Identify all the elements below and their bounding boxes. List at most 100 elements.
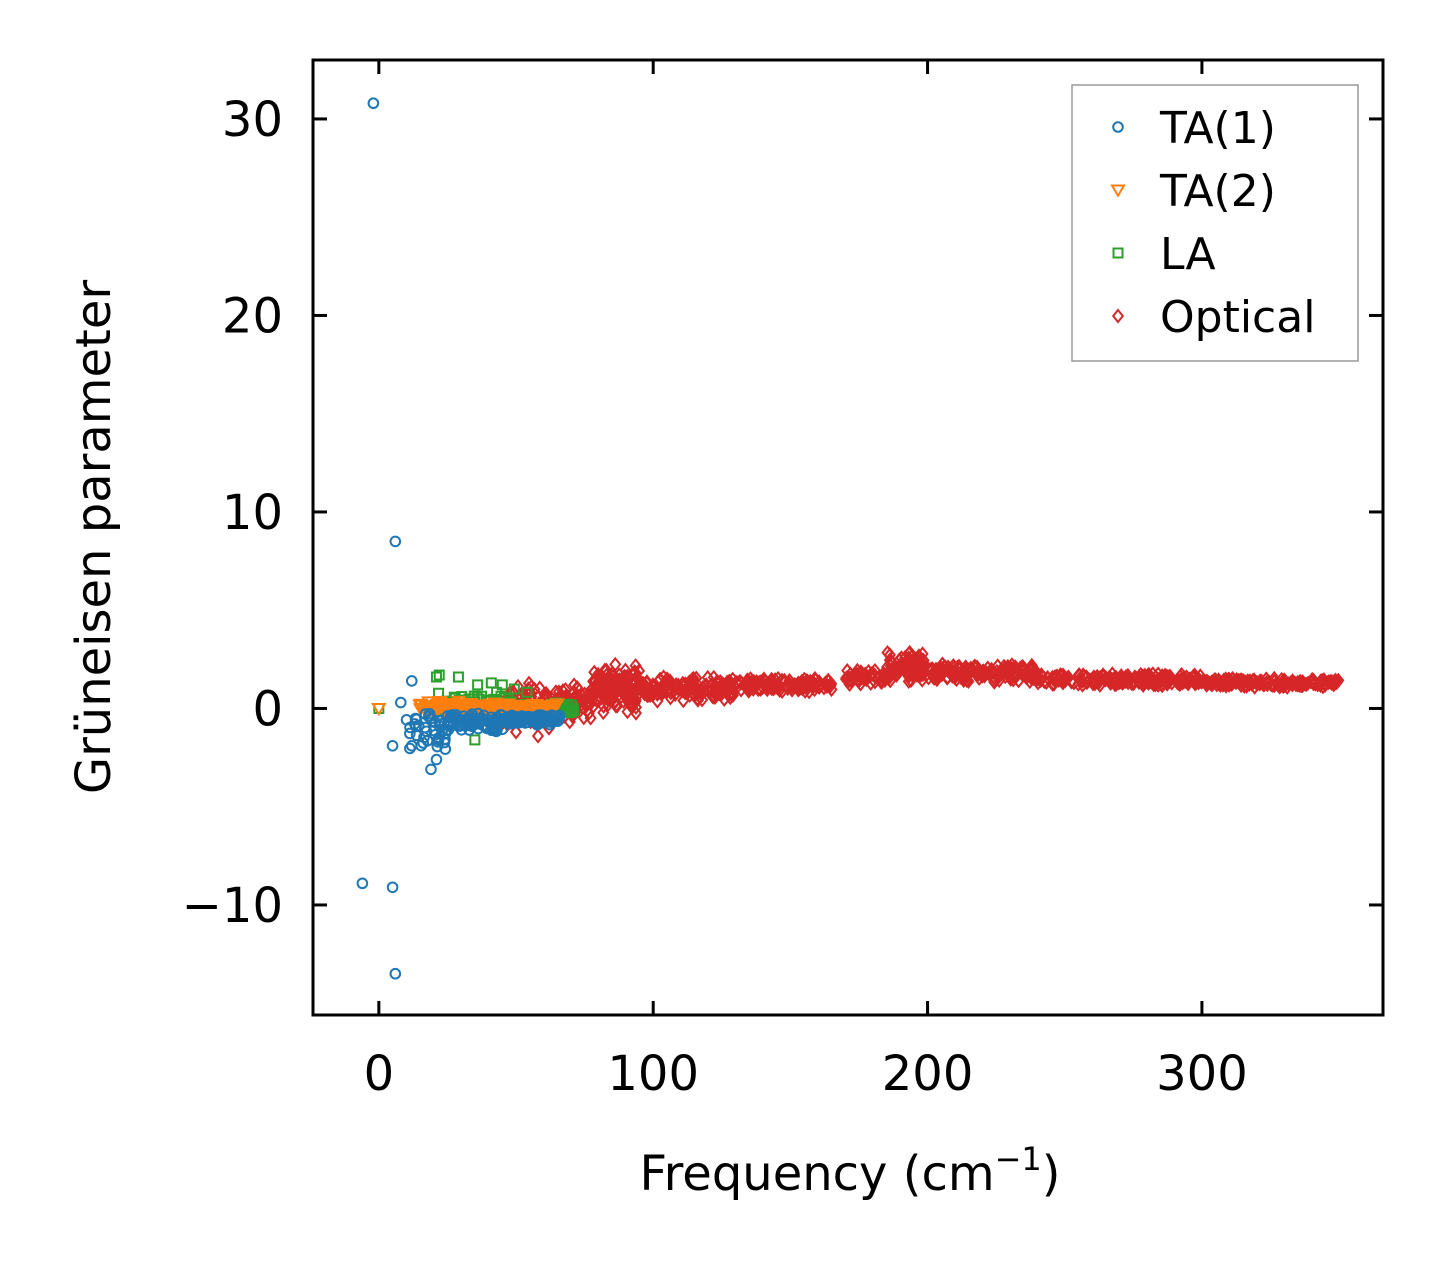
data-point xyxy=(598,678,611,694)
data-point xyxy=(973,670,986,686)
data-point xyxy=(1309,676,1322,692)
data-point xyxy=(950,671,963,688)
data-point xyxy=(617,669,630,685)
data-point xyxy=(386,881,399,894)
data-point xyxy=(421,734,434,747)
data-point xyxy=(433,669,445,681)
data-point xyxy=(437,699,454,713)
data-point xyxy=(597,704,610,721)
data-point xyxy=(1330,675,1343,691)
data-point xyxy=(1160,672,1174,688)
x-tick-label: 300 xyxy=(1156,1046,1248,1102)
data-point xyxy=(646,677,659,693)
data-point xyxy=(516,712,529,725)
data-point xyxy=(521,686,533,698)
data-point xyxy=(472,679,484,691)
data-point xyxy=(822,672,835,688)
data-point xyxy=(386,739,399,752)
data-point xyxy=(1057,667,1070,683)
data-point xyxy=(531,728,545,744)
data-point xyxy=(1038,673,1051,690)
data-point xyxy=(1140,671,1153,687)
data-point xyxy=(579,697,593,713)
legend-label: LA xyxy=(1160,229,1216,280)
x-tick-label: 0 xyxy=(364,1046,395,1102)
data-point xyxy=(588,682,601,698)
data-point xyxy=(796,675,809,691)
data-point xyxy=(800,672,814,689)
data-point xyxy=(1031,671,1044,687)
data-point xyxy=(629,665,642,681)
data-point xyxy=(1065,674,1078,690)
data-point xyxy=(490,725,503,738)
data-point xyxy=(997,658,1011,674)
data-point xyxy=(724,689,737,706)
data-point xyxy=(909,651,922,667)
data-point xyxy=(793,680,806,696)
data-point xyxy=(533,715,546,727)
data-point xyxy=(1223,671,1236,688)
data-point xyxy=(766,672,779,689)
data-point xyxy=(418,731,430,744)
data-point xyxy=(544,713,557,726)
y-tick-label: −10 xyxy=(182,878,283,934)
data-point xyxy=(695,682,708,699)
legend-marker xyxy=(1112,121,1124,133)
data-point xyxy=(496,679,508,691)
data-point xyxy=(469,734,481,746)
data-point xyxy=(444,710,457,723)
data-point xyxy=(452,671,464,683)
data-point xyxy=(1127,676,1140,692)
data-point xyxy=(1181,675,1194,691)
data-point xyxy=(742,674,755,691)
legend-label: Optical xyxy=(1160,292,1315,343)
scatter-points xyxy=(356,97,1345,980)
data-point xyxy=(868,662,881,679)
data-point xyxy=(891,663,905,679)
data-point xyxy=(509,724,523,740)
data-point xyxy=(641,688,654,704)
data-point xyxy=(696,692,709,708)
data-point xyxy=(430,671,442,683)
legend-item-TA(2): TA(2) xyxy=(1110,166,1276,217)
x-tick-label: 200 xyxy=(882,1046,974,1102)
data-point xyxy=(356,877,369,890)
data-point xyxy=(1002,663,1015,679)
data-point xyxy=(1047,676,1061,692)
series-Optical xyxy=(496,644,1345,744)
data-point xyxy=(1138,667,1151,683)
data-point xyxy=(426,700,443,714)
data-point xyxy=(982,666,995,682)
data-point xyxy=(890,667,903,683)
data-point xyxy=(813,677,826,693)
data-point xyxy=(839,671,853,687)
data-point xyxy=(431,740,444,753)
data-point xyxy=(959,667,972,683)
data-point xyxy=(880,668,893,684)
legend-label: TA(2) xyxy=(1159,166,1276,217)
data-point xyxy=(605,690,618,706)
data-point xyxy=(410,729,423,742)
data-point xyxy=(485,677,497,689)
data-point xyxy=(367,97,380,110)
axis-ticks: 0 100 200 300 −10 0 10 20 30 xyxy=(182,60,1383,1102)
data-point xyxy=(400,713,413,726)
series-TA(1) xyxy=(356,97,566,980)
data-point xyxy=(634,679,648,695)
legend-marker xyxy=(1112,247,1124,259)
data-point xyxy=(808,682,821,698)
data-point xyxy=(1315,674,1328,690)
data-point xyxy=(929,667,942,683)
data-point xyxy=(733,673,746,689)
legend-marker xyxy=(1110,184,1126,198)
data-point xyxy=(511,711,523,723)
data-point xyxy=(1212,672,1225,689)
data-point xyxy=(705,681,719,697)
data-point xyxy=(678,683,691,699)
data-point xyxy=(662,675,676,691)
data-point xyxy=(626,688,639,705)
data-point xyxy=(721,678,734,694)
data-point xyxy=(688,687,701,704)
data-point xyxy=(664,690,677,706)
